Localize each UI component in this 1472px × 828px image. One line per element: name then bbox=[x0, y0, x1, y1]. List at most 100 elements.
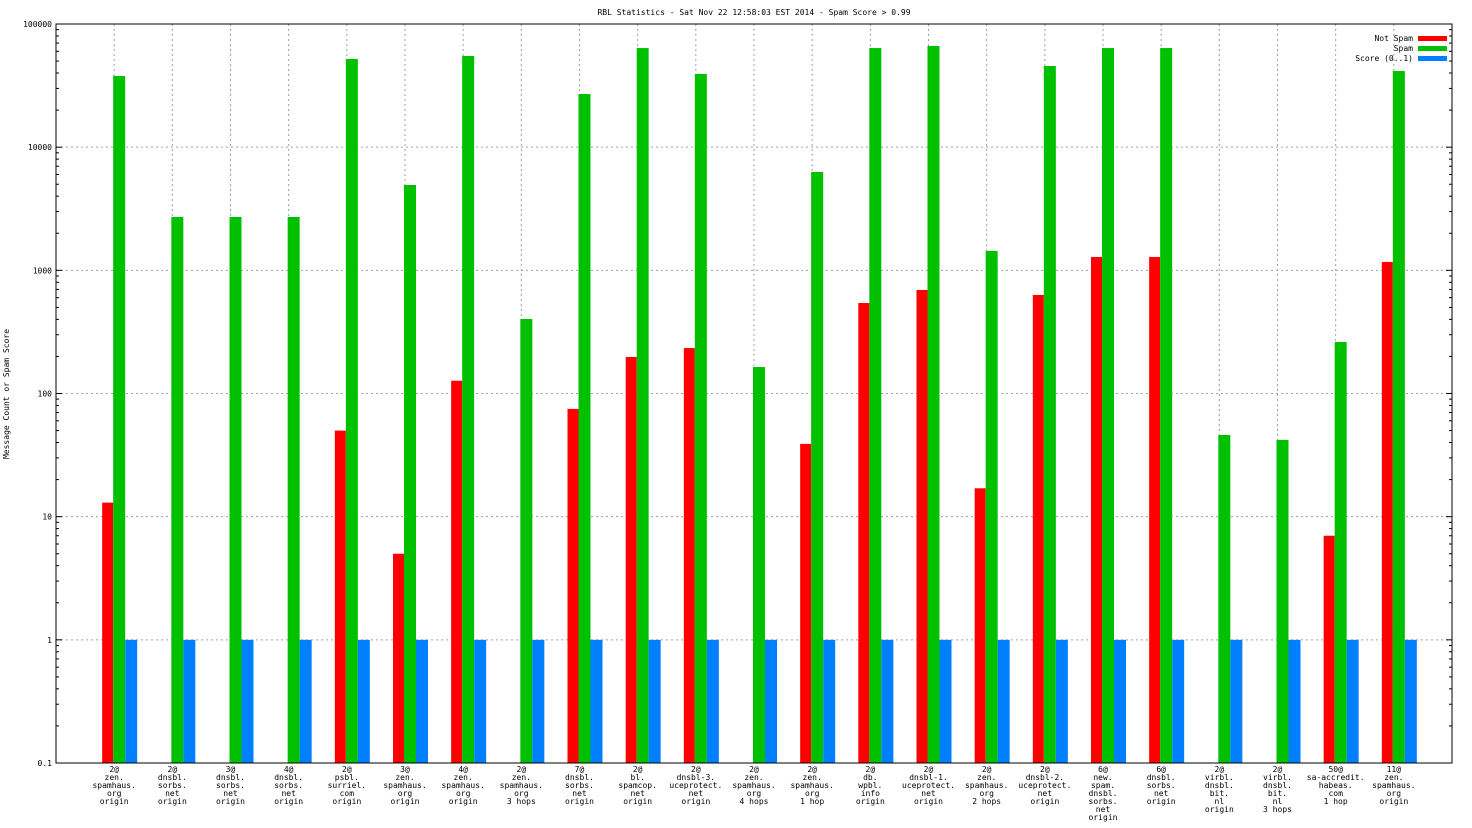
x-tick-label-line: zen. bbox=[454, 773, 473, 782]
x-tick-label-line: sorbs. bbox=[216, 781, 245, 790]
bar-spam bbox=[1102, 48, 1114, 763]
x-tick-label-line: info bbox=[861, 789, 880, 798]
bar-spam bbox=[229, 217, 242, 763]
x-tick-label-line: org bbox=[1387, 789, 1402, 798]
bar-not-spam bbox=[800, 443, 812, 763]
x-tick-label: 2@ bl. spamcop. net origin bbox=[618, 765, 657, 806]
x-tick-label-line: 4@ bbox=[284, 765, 294, 774]
legend-label: Score (0..1) bbox=[1355, 54, 1413, 63]
x-tick-label-line: org bbox=[514, 789, 529, 798]
bar-not-spam bbox=[1032, 294, 1044, 763]
bar-spam bbox=[287, 217, 300, 763]
x-tick-label-line: origin bbox=[391, 797, 420, 806]
x-tick-label-line: org bbox=[107, 789, 122, 798]
bar-score-0-1 bbox=[299, 639, 312, 763]
x-tick-label-line: origin bbox=[100, 797, 129, 806]
legend-swatch bbox=[1418, 36, 1447, 41]
x-tick-label-line: org bbox=[979, 789, 994, 798]
x-tick-label-line: bit. bbox=[1268, 789, 1287, 798]
bar-spam bbox=[1276, 439, 1289, 763]
x-tick-label-line: 2@ bbox=[1273, 765, 1283, 774]
x-tick-label-line: nl bbox=[1273, 797, 1283, 806]
bar-score-0-1 bbox=[997, 639, 1010, 763]
bars bbox=[102, 45, 1417, 764]
legend-label: Spam bbox=[1394, 44, 1413, 53]
chart-title: RBL Statistics - Sat Nov 22 12:58:03 EST… bbox=[597, 8, 910, 17]
x-tick-label-line: origin bbox=[1205, 805, 1234, 814]
bar-not-spam bbox=[916, 289, 928, 763]
legend-swatch bbox=[1418, 46, 1447, 51]
bar-score-0-1 bbox=[416, 639, 428, 763]
x-tick-label: 50@ sa-accredit. habeas. com 1 hop bbox=[1307, 765, 1365, 806]
x-tick-label-line: com bbox=[1328, 789, 1343, 798]
bar-score-0-1 bbox=[939, 639, 952, 763]
x-tick-label-line: zen. bbox=[744, 773, 763, 782]
bar-score-0-1 bbox=[474, 639, 487, 763]
x-tick-label-line: 2@ bbox=[109, 765, 119, 774]
x-tick-label-line: 3@ bbox=[400, 765, 410, 774]
bar-score-0-1 bbox=[1114, 639, 1126, 763]
x-tick-label-line: com bbox=[340, 789, 355, 798]
x-tick-label-line: spamhaus. bbox=[790, 781, 833, 790]
y-tick-label: 10 bbox=[42, 513, 52, 522]
x-tick-label: 2@ dnsbl-3. uceprotect. net origin bbox=[669, 765, 722, 806]
bar-not-spam bbox=[683, 348, 695, 763]
x-tick-label-line: spamhaus. bbox=[965, 781, 1008, 790]
x-tick-label-line: net bbox=[630, 789, 645, 798]
y-tick-label: 10000 bbox=[28, 143, 52, 152]
bar-spam bbox=[1392, 71, 1405, 763]
x-tick-label-line: sorbs. bbox=[158, 781, 187, 790]
bar-not-spam bbox=[1149, 256, 1161, 763]
x-tick-label-line: origin bbox=[216, 797, 245, 806]
x-tick-label: 2@ zen. spamhaus. org 3 hops bbox=[500, 765, 543, 806]
x-tick-label-line: spamhaus. bbox=[441, 781, 484, 790]
y-tick-label: 100 bbox=[38, 390, 53, 399]
x-tick-label-line: 2 hops bbox=[972, 797, 1001, 806]
x-tick-label-line: dnsbl. bbox=[1205, 781, 1234, 790]
bar-not-spam bbox=[102, 502, 114, 763]
x-tick-label-line: dnsbl-2. bbox=[1026, 773, 1065, 782]
x-tick-label-line: sorbs. bbox=[565, 781, 594, 790]
bar-score-0-1 bbox=[183, 639, 196, 763]
x-tick-label-line: zen. bbox=[395, 773, 414, 782]
x-tick-label-line: 7@ bbox=[575, 765, 585, 774]
x-tick-label: 3@ zen. spamhaus. org origin bbox=[383, 765, 426, 806]
x-tick-label: 2@ dnsbl-2. uceprotect. net origin bbox=[1018, 765, 1071, 806]
bar-score-0-1 bbox=[1288, 639, 1301, 763]
x-tick-label-line: 2@ bbox=[924, 765, 934, 774]
x-tick-label-line: origin bbox=[1379, 797, 1408, 806]
y-axis-label: Message Count or Spam Score bbox=[2, 329, 11, 459]
bar-not-spam bbox=[334, 430, 346, 763]
x-tick-label-line: origin bbox=[565, 797, 594, 806]
y-tick-label: 100000 bbox=[23, 20, 52, 29]
x-tick-label-line: 2@ bbox=[633, 765, 643, 774]
x-tick-label-line: zen. bbox=[105, 773, 124, 782]
x-tick-label-line: origin bbox=[274, 797, 303, 806]
x-tick-label-line: bit. bbox=[1210, 789, 1229, 798]
legend-swatch bbox=[1418, 56, 1447, 61]
x-tick-label: 2@ db. wpbl. info origin bbox=[856, 765, 885, 806]
x-tick-label-line: 3 hops bbox=[1263, 805, 1292, 814]
bar-not-spam bbox=[567, 408, 579, 763]
bar-not-spam bbox=[974, 488, 986, 763]
x-tick-label-line: dnsbl. bbox=[158, 773, 187, 782]
y-tick-label: 0.1 bbox=[38, 759, 53, 768]
x-tick-label-line: psbl. bbox=[335, 773, 359, 782]
x-tick-label-line: 2@ bbox=[807, 765, 817, 774]
bar-score-0-1 bbox=[532, 639, 545, 763]
x-tick-label: 4@ zen. spamhaus. org origin bbox=[441, 765, 484, 806]
x-tick-label: 7@ dnsbl. sorbs. net origin bbox=[565, 765, 594, 806]
x-tick-label-line: origin bbox=[856, 797, 885, 806]
x-tick-label-line: sorbs. bbox=[1147, 781, 1176, 790]
x-tick-label: 2@ virbl. dnsbl. bit. nl origin bbox=[1205, 765, 1234, 814]
x-tick-label: 6@ dnsbl. sorbs. net origin bbox=[1147, 765, 1176, 806]
x-tick-label-line: 2@ bbox=[749, 765, 759, 774]
x-tick-label-line: dnsbl-3. bbox=[677, 773, 716, 782]
x-tick-label-line: 2@ bbox=[1215, 765, 1225, 774]
x-tick-label-line: uceprotect. bbox=[669, 781, 722, 790]
bar-score-0-1 bbox=[765, 639, 777, 763]
x-tick-label: 3@ dnsbl. sorbs. net origin bbox=[216, 765, 245, 806]
x-tick-label-line: sorbs. bbox=[1089, 797, 1118, 806]
